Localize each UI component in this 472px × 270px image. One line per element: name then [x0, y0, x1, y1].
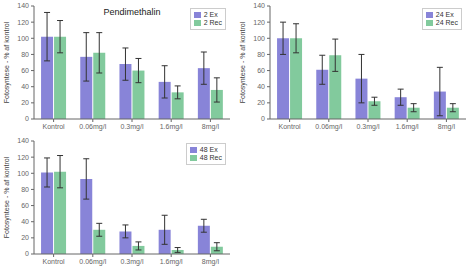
- svg-text:0.06mg/l: 0.06mg/l: [315, 123, 342, 131]
- svg-text:Fotosyntese - % af kontrol: Fotosyntese - % af kontrol: [239, 21, 247, 103]
- svg-text:0.3mg/l: 0.3mg/l: [121, 123, 144, 131]
- html-text:Pendimethalin: Pendimethalin: [103, 7, 161, 17]
- svg-text:40: 40: [21, 218, 29, 225]
- html-text:24 Ex: 24 Ex: [435, 11, 454, 18]
- svg-text:Kontrol: Kontrol: [43, 123, 66, 130]
- svg-text:60: 60: [21, 202, 29, 209]
- svg-text:0.06mg/l: 0.06mg/l: [79, 258, 106, 266]
- svg-text:1.6mg/l: 1.6mg/l: [396, 123, 419, 131]
- html-text:24 Rec: 24 Rec: [435, 19, 458, 26]
- svg-text:0: 0: [25, 250, 29, 257]
- svg-text:8mg/l: 8mg/l: [438, 123, 456, 131]
- svg-text:20: 20: [257, 99, 265, 106]
- svg-text:20: 20: [21, 234, 29, 241]
- svg-text:140: 140: [253, 2, 265, 9]
- html-text:48 Rec: 48 Rec: [199, 154, 222, 161]
- svg-text:40: 40: [21, 83, 29, 90]
- svg-text:0.3mg/l: 0.3mg/l: [121, 258, 144, 266]
- svg-text:120: 120: [17, 154, 29, 161]
- svg-text:60: 60: [21, 67, 29, 74]
- svg-text:Fotosyntese - % af kontrol: Fotosyntese - % af kontrol: [8, 156, 11, 238]
- svg-text:1.6mg/l: 1.6mg/l: [160, 123, 183, 131]
- svg-text:8mg/l: 8mg/l: [202, 123, 220, 131]
- svg-text:0.06mg/l: 0.06mg/l: [79, 123, 106, 131]
- svg-text:0: 0: [25, 115, 29, 122]
- svg-text:20: 20: [21, 99, 29, 106]
- svg-text:0: 0: [261, 115, 265, 122]
- svg-text:100: 100: [17, 170, 29, 177]
- html-text:2 Ex: 2 Ex: [203, 11, 218, 18]
- svg-text:Fotosyntese - % af kontrol: Fotosyntese - % af kontrol: [8, 21, 11, 103]
- svg-text:120: 120: [17, 19, 29, 26]
- svg-text:8mg/l: 8mg/l: [202, 258, 220, 266]
- svg-text:Kontrol: Kontrol: [279, 123, 302, 130]
- svg-text:Kontrol: Kontrol: [43, 258, 66, 265]
- svg-text:80: 80: [21, 186, 29, 193]
- svg-text:120: 120: [253, 19, 265, 26]
- svg-text:100: 100: [17, 35, 29, 42]
- svg-text:80: 80: [21, 51, 29, 58]
- svg-text:100: 100: [253, 35, 265, 42]
- svg-text:0.3mg/l: 0.3mg/l: [357, 123, 380, 131]
- svg-text:140: 140: [17, 137, 29, 144]
- html-text:48 Ex: 48 Ex: [199, 146, 218, 153]
- svg-text:1.6mg/l: 1.6mg/l: [160, 258, 183, 266]
- svg-text:140: 140: [17, 2, 29, 9]
- html-text:2 Rec: 2 Rec: [203, 19, 222, 26]
- svg-text:40: 40: [257, 83, 265, 90]
- svg-text:60: 60: [257, 67, 265, 74]
- svg-text:80: 80: [257, 51, 265, 58]
